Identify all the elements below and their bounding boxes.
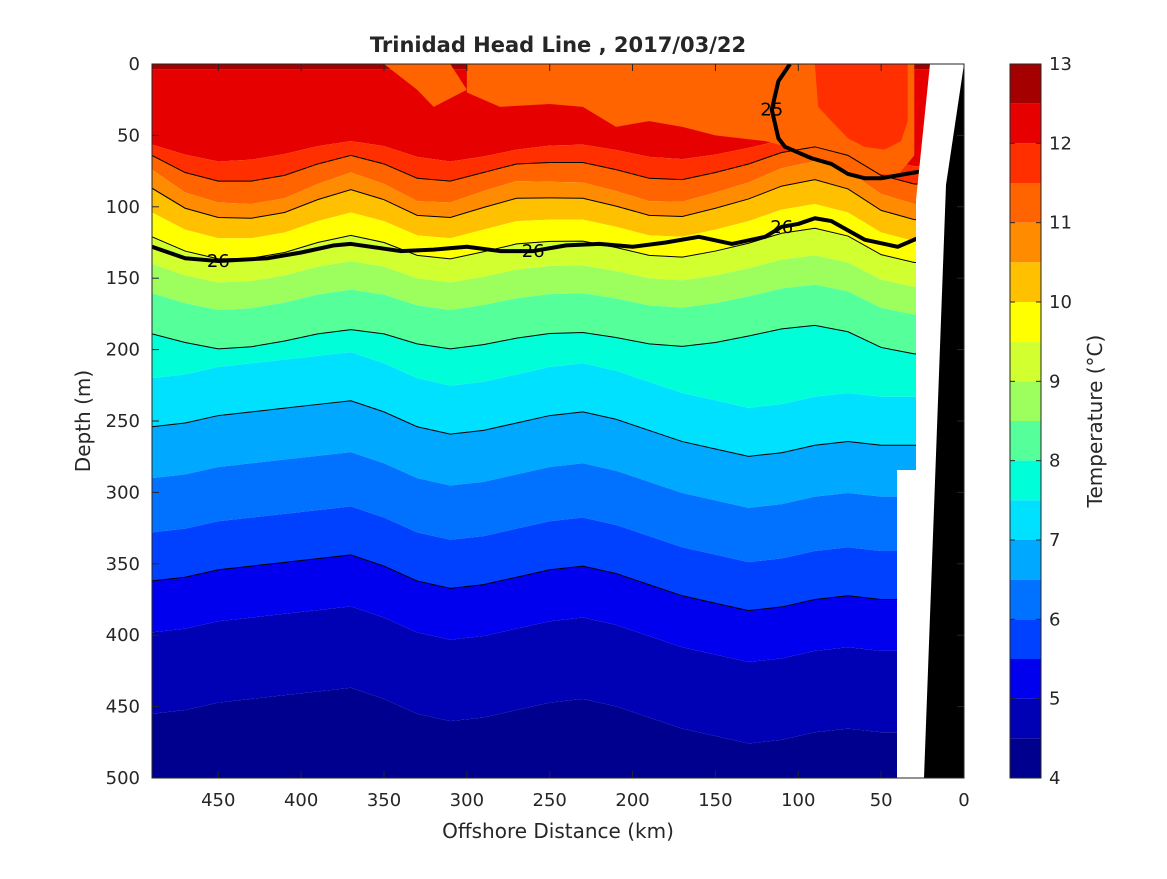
temperature-band: [152, 554, 964, 663]
temperature-band: [814, 64, 908, 150]
colorbar-swatch: [1010, 143, 1041, 183]
colorbar-swatch: [1010, 659, 1041, 699]
density-contour-26: [152, 216, 932, 264]
temperature-band: [152, 284, 964, 354]
y-tick-label: 250: [106, 411, 140, 432]
y-tick-label: 150: [106, 268, 140, 289]
y-tick-label: 450: [106, 697, 140, 718]
x-tick-label: 50: [870, 790, 893, 811]
colorbar-tick-label: 11: [1049, 213, 1072, 234]
temperature-band: [152, 136, 964, 184]
y-tick-label: 400: [106, 625, 140, 646]
colorbar-frame: [1009, 63, 1042, 779]
x-axis-ticks: 450 400 350 300 250 200 150 100 50 0: [201, 64, 970, 811]
contour-labels: 26 26 26 25: [207, 100, 793, 272]
x-axis-label: Offshore Distance (km): [442, 819, 674, 843]
colorbar-tick-label: 6: [1049, 609, 1060, 630]
contour-label: 26: [207, 251, 230, 272]
y-tick-label: 500: [106, 768, 140, 789]
colorbar-swatch: [1010, 262, 1041, 302]
colorbar: [1010, 64, 1041, 778]
colorbar-tick-label: 10: [1049, 292, 1072, 313]
density-contour-25: [769, 64, 932, 181]
colorbar-tick-label: 9: [1049, 371, 1060, 392]
isotherm-line: [152, 146, 964, 185]
colorbar-tick-label: 13: [1049, 54, 1072, 75]
colorbar-tick-label: 4: [1049, 768, 1060, 789]
y-tick-label: 100: [106, 197, 140, 218]
colorbar-tick-label: 7: [1049, 530, 1060, 551]
x-tick-label: 0: [958, 790, 969, 811]
temperature-band: [152, 606, 964, 744]
temperature-band: [152, 325, 964, 408]
temperature-band: [152, 506, 964, 611]
colorbar-label: Temperature (°C): [1083, 335, 1107, 509]
colorbar-swatch: [1010, 738, 1041, 778]
colorbar-swatch: [1010, 460, 1041, 501]
plot-area: 26 26 26 25: [152, 64, 964, 778]
colorbar-tick-label: 12: [1049, 133, 1072, 154]
colorbar-tick-label: 5: [1049, 689, 1060, 710]
y-tick-label: 0: [129, 54, 140, 75]
isotherm-line: [152, 554, 964, 612]
temperature-band: [384, 64, 467, 107]
temperature-band: [152, 203, 964, 263]
isotherm-line: [152, 179, 964, 221]
x-tick-label: 150: [698, 790, 732, 811]
temperature-band: [152, 179, 964, 242]
colorbar-swatch: [1010, 381, 1041, 421]
x-tick-label: 400: [284, 790, 318, 811]
bathymetry-mask: [897, 64, 964, 778]
colorbar-swatch: [1010, 341, 1041, 382]
x-tick-label: 200: [615, 790, 649, 811]
colorbar-swatch: [1010, 698, 1041, 739]
temperature-band: [152, 161, 964, 220]
colorbar-swatch: [1010, 64, 1041, 104]
colorbar-swatch: [1010, 302, 1041, 342]
isotherm-line: [152, 227, 964, 263]
y-tick-label: 300: [106, 482, 140, 503]
x-tick-label: 450: [201, 790, 235, 811]
y-axis-ticks: 0 50 100 150 200 250 300 350 400 450 500: [106, 54, 964, 789]
y-tick-label: 50: [117, 125, 140, 146]
density-contours: [152, 64, 964, 612]
temperature-band: [152, 400, 964, 508]
x-tick-label: 350: [367, 790, 401, 811]
y-tick-label: 350: [106, 554, 140, 575]
y-axis-label: Depth (m): [71, 370, 95, 472]
colorbar-swatch: [1010, 500, 1041, 540]
temperature-band: [152, 452, 964, 563]
chart-title: Trinidad Head Line , 2017/03/22: [370, 33, 746, 57]
colorbar-tick-label: 8: [1049, 451, 1060, 472]
isotherm-line: [152, 400, 964, 457]
temperature-band: [466, 64, 915, 176]
contour-label: 26: [770, 217, 793, 238]
x-tick-label: 100: [781, 790, 815, 811]
colorbar-swatch: [1010, 222, 1041, 263]
seafloor-shape: [924, 64, 964, 778]
colorbar-swatch: [1010, 619, 1041, 659]
colorbar-ticks: 4 5 6 7 8 9 10 11 12 13: [1010, 54, 1072, 789]
x-tick-label: 250: [533, 790, 567, 811]
colorbar-swatch: [1010, 579, 1041, 620]
colorbar-swatch: [1010, 183, 1041, 223]
isotherm-line: [152, 324, 964, 355]
temperature-bands: [152, 64, 964, 778]
temperature-band: [152, 352, 964, 457]
x-tick-label: 300: [450, 790, 484, 811]
temperature-band: [152, 687, 964, 778]
temperature-band: [152, 255, 964, 315]
colorbar-swatch: [1010, 103, 1041, 144]
colorbar-swatch: [1010, 540, 1041, 580]
y-tick-label: 200: [106, 340, 140, 361]
temperature-band: [152, 146, 964, 204]
contour-label: 26: [522, 241, 545, 262]
colorbar-swatch: [1010, 421, 1041, 461]
contour-label: 25: [760, 100, 783, 121]
